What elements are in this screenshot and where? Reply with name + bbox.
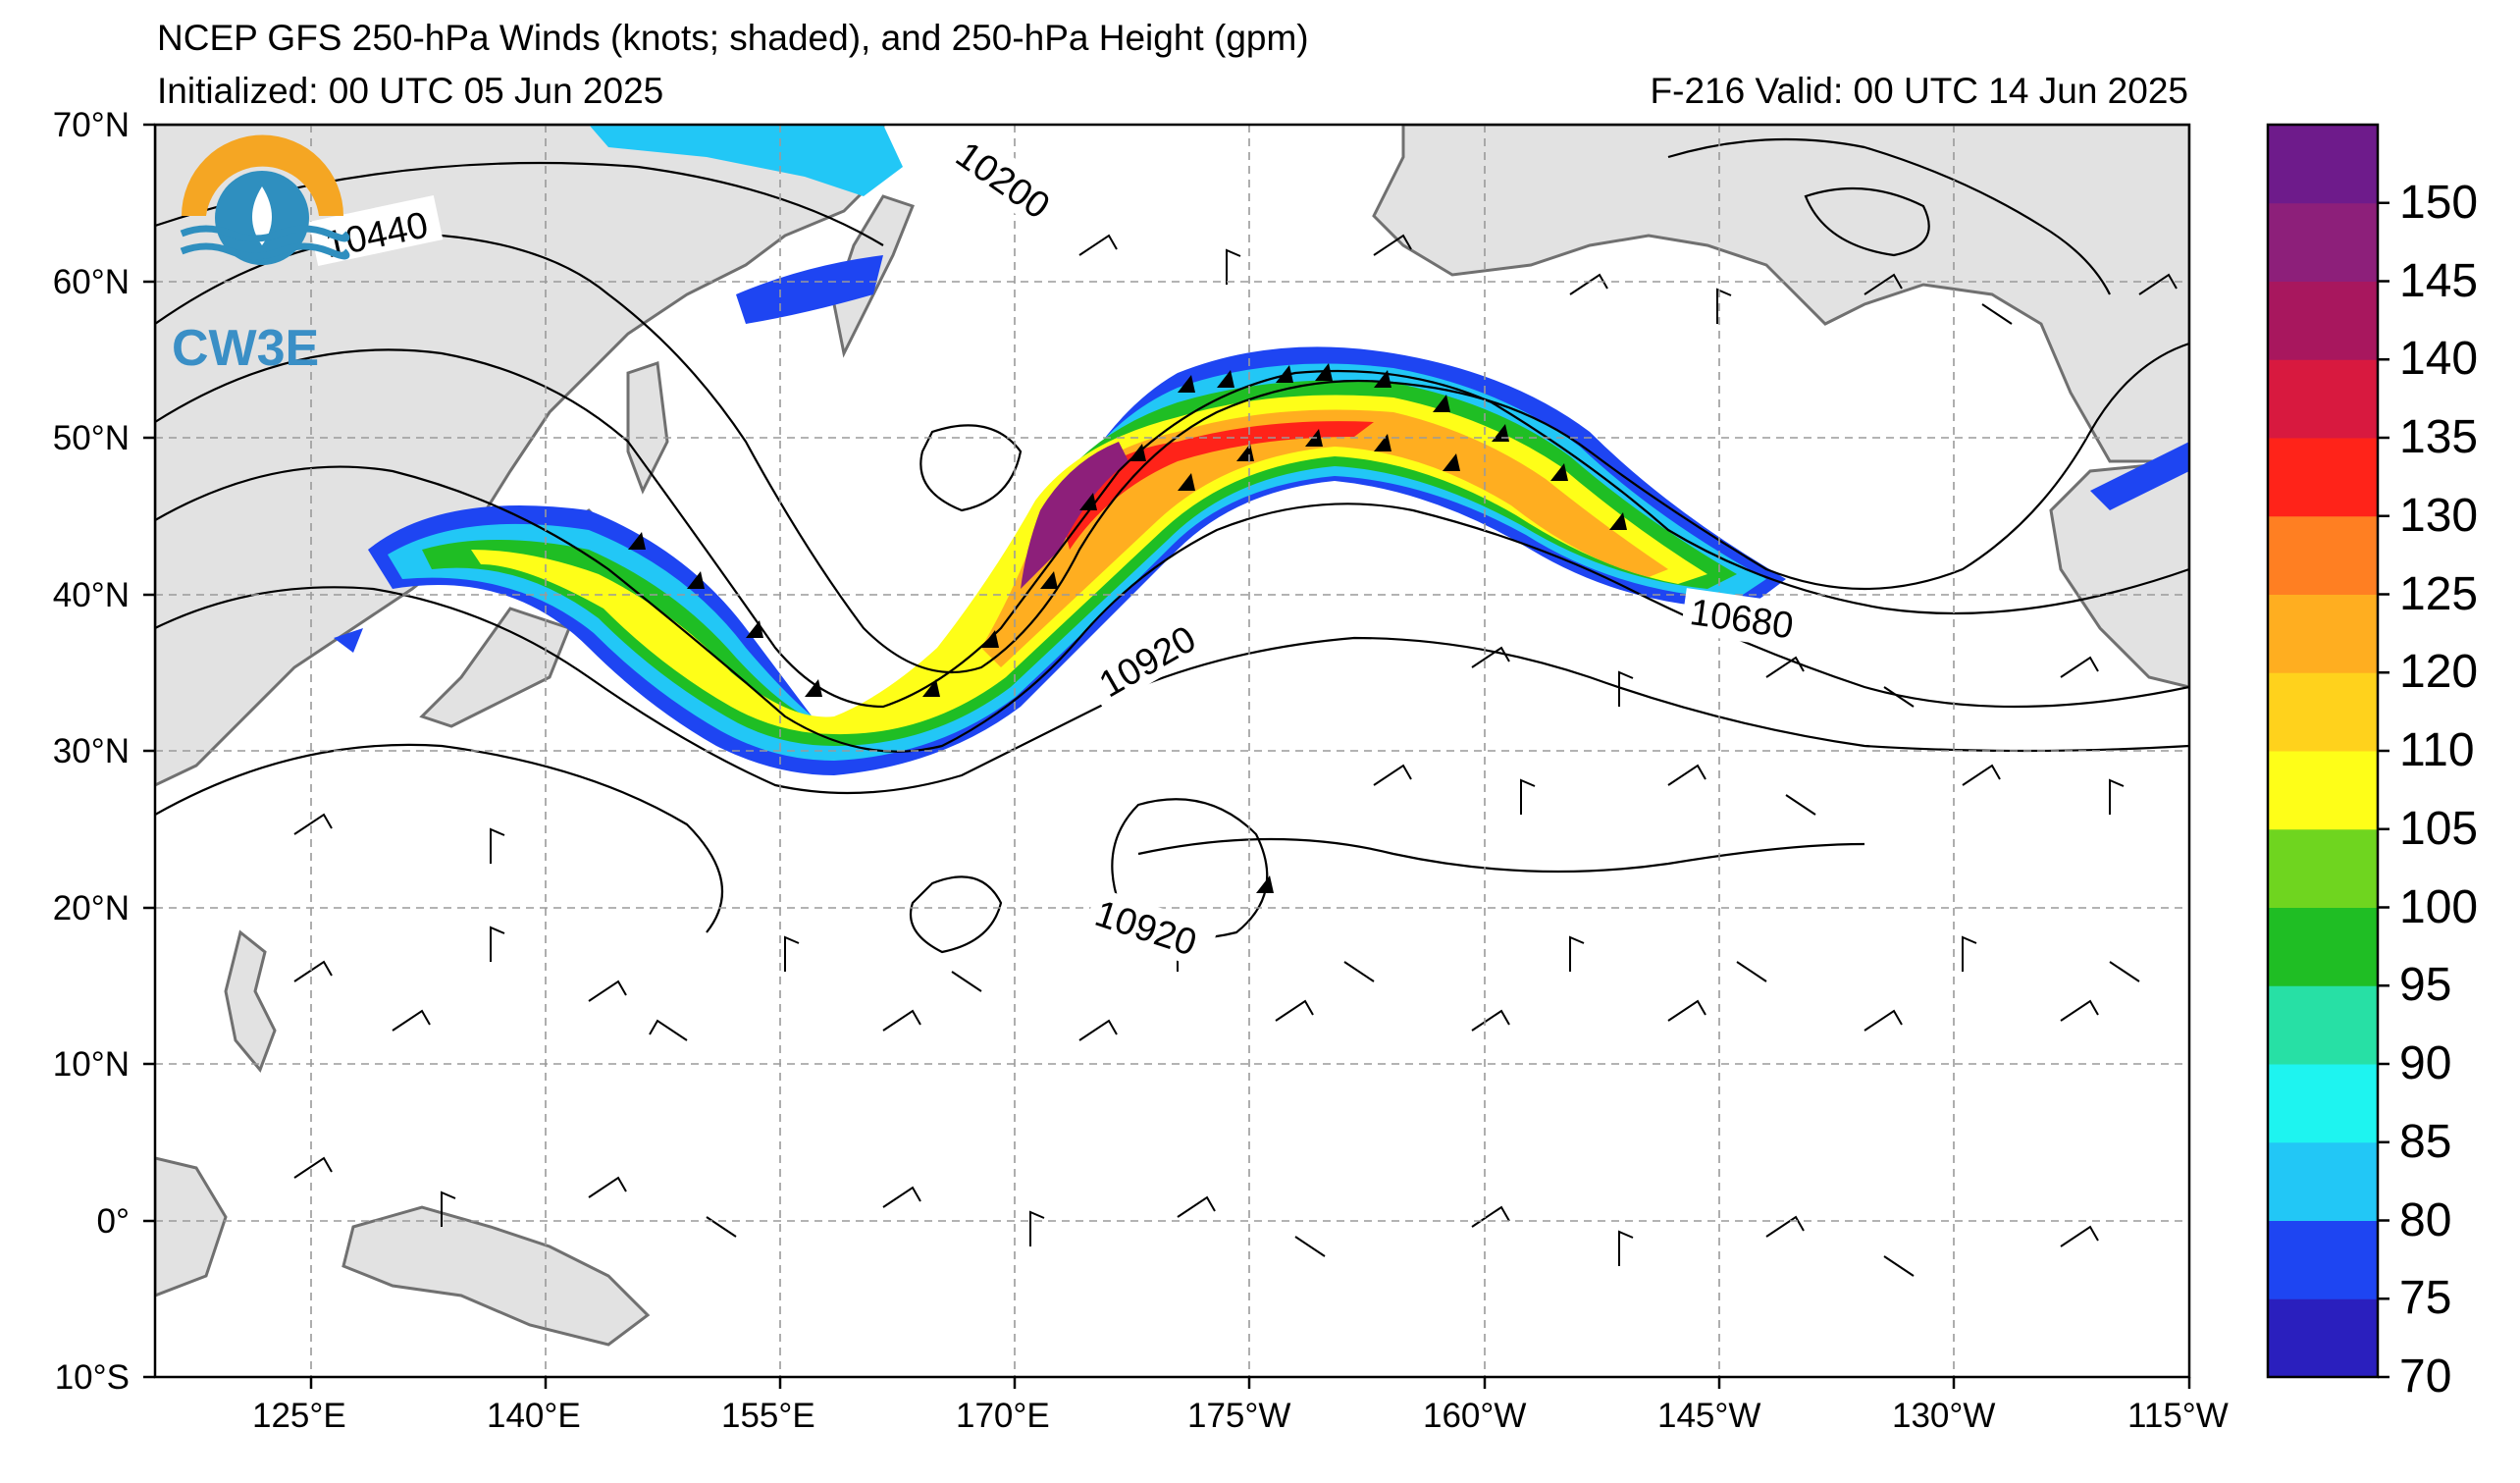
colorbar-tick-label: 130 <box>2399 489 2479 542</box>
colorbar-tick-label: 95 <box>2399 959 2452 1012</box>
colorbar-tick-label: 145 <box>2399 254 2479 307</box>
colorbar-swatch <box>2268 985 2378 1065</box>
lat-label: 20°N <box>52 889 130 927</box>
colorbar-swatch <box>2268 281 2378 360</box>
lat-label: 60°N <box>52 263 130 301</box>
colorbar-swatch <box>2268 515 2378 595</box>
colorbar-swatch <box>2268 1298 2378 1378</box>
wave-lines-icon <box>180 225 350 260</box>
colorbar-swatch <box>2268 438 2378 517</box>
cw3e-logo-text: CW3E <box>172 320 319 377</box>
lon-label: 140°E <box>487 1397 581 1435</box>
colorbar-tick-label: 135 <box>2399 411 2479 463</box>
colorbar-swatch <box>2268 125 2378 204</box>
land-masses <box>155 125 2189 1347</box>
colorbar-tick-label: 120 <box>2399 646 2479 699</box>
colorbar-swatch <box>2268 202 2378 282</box>
colorbar-tick-label: 100 <box>2399 880 2479 933</box>
colorbar-swatch <box>2268 359 2378 439</box>
colorbar-swatch <box>2268 751 2378 830</box>
colorbar-tick-label: 80 <box>2399 1193 2452 1246</box>
asia-landmass <box>155 125 885 787</box>
colorbar-tick-label: 90 <box>2399 1037 2452 1089</box>
chart-title: NCEP GFS 250-hPa Winds (knots; shaded), … <box>157 18 1309 58</box>
initialized-time: Initialized: 00 UTC 05 Jun 2025 <box>157 71 664 111</box>
cw3e-logo: CW3E <box>172 134 350 377</box>
colorbar-swatch <box>2268 1064 2378 1143</box>
lon-label: 145°W <box>1657 1397 1761 1435</box>
colorbar-swatch <box>2268 594 2378 673</box>
colorbar-swatch <box>2268 907 2378 986</box>
japan-honshu <box>419 607 571 728</box>
colorbar-tick-label: 150 <box>2399 176 2479 229</box>
lon-label: 160°W <box>1423 1397 1527 1435</box>
colorbar-tick-label: 110 <box>2399 724 2475 776</box>
lon-label: 155°E <box>721 1397 815 1435</box>
lat-lon-grid <box>155 125 2189 1377</box>
colorbar-tick-label: 70 <box>2399 1351 2452 1403</box>
valid-time: F-216 Valid: 00 UTC 14 Jun 2025 <box>1650 71 2188 111</box>
axis-ticks <box>143 123 2191 1389</box>
colorbar-swatch <box>2268 1220 2378 1299</box>
height-contours <box>155 137 2189 954</box>
lon-label: 130°W <box>1892 1397 1996 1435</box>
lat-label: 50°N <box>52 419 130 457</box>
colorbar-swatch <box>2268 828 2378 908</box>
colorbar-swatch <box>2268 1141 2378 1221</box>
lat-label: 0° <box>96 1202 130 1241</box>
colorbar-tick-label: 85 <box>2399 1115 2452 1168</box>
lat-label: 70°N <box>52 106 130 144</box>
new-guinea <box>341 1205 651 1347</box>
colorbar-swatch <box>2268 672 2378 752</box>
lon-label: 115°W <box>2127 1397 2229 1435</box>
north-america-west <box>2049 459 2189 689</box>
colorbar-tick-label: 125 <box>2399 567 2479 620</box>
lat-label: 40°N <box>52 576 130 614</box>
colorbar-tick-label: 105 <box>2399 802 2479 855</box>
colorbar <box>2266 123 2389 1379</box>
lon-label: 170°E <box>956 1397 1050 1435</box>
colorbar-tick-label: 140 <box>2399 333 2479 386</box>
lat-label: 10°N <box>52 1045 130 1084</box>
lon-label: 175°W <box>1187 1397 1291 1435</box>
lon-label: 125°E <box>252 1397 346 1435</box>
lat-label: 10°S <box>54 1358 130 1397</box>
philippines <box>224 929 277 1073</box>
indonesia-west <box>155 1156 228 1298</box>
wind-pennants <box>628 363 1627 893</box>
lat-label: 30°N <box>52 732 130 770</box>
colorbar-tick-label: 75 <box>2399 1272 2452 1325</box>
